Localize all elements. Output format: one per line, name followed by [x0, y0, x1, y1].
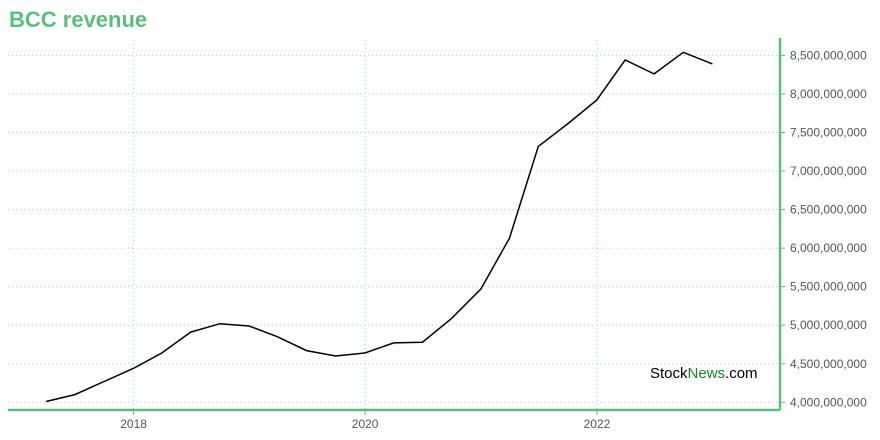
y-tick-label: 4,000,000,000	[790, 395, 867, 409]
y-tick-label: 5,500,000,000	[790, 280, 867, 294]
grid	[8, 40, 780, 410]
x-tick-label: 2018	[120, 417, 147, 431]
watermark: StockNews.com	[650, 365, 758, 382]
x-tick-label: 2020	[352, 417, 379, 431]
y-tick-label: 4,500,000,000	[790, 357, 867, 371]
y-tick-label: 5,000,000,000	[790, 318, 867, 332]
y-tick-label: 7,500,000,000	[790, 126, 867, 140]
y-tick-label: 7,000,000,000	[790, 164, 867, 178]
y-tick-label: 6,500,000,000	[790, 203, 867, 217]
chart-title: BCC revenue	[9, 7, 148, 32]
y-tick-label: 6,000,000,000	[790, 241, 867, 255]
x-tick-labels: 2018 2020 2022	[120, 417, 610, 431]
x-tick-label: 2022	[584, 417, 611, 431]
watermark-stock: Stock	[650, 365, 688, 382]
revenue-line	[45, 51, 713, 403]
y-tick-label: 8,500,000,000	[790, 48, 867, 62]
axes	[8, 38, 785, 415]
watermark-dotcom: .com	[725, 365, 758, 382]
y-tick-labels: 4,000,000,000 4,500,000,000 5,000,000,000 5…	[790, 48, 867, 409]
y-tick-label: 8,000,000,000	[790, 87, 867, 101]
watermark-news: News	[687, 365, 726, 382]
